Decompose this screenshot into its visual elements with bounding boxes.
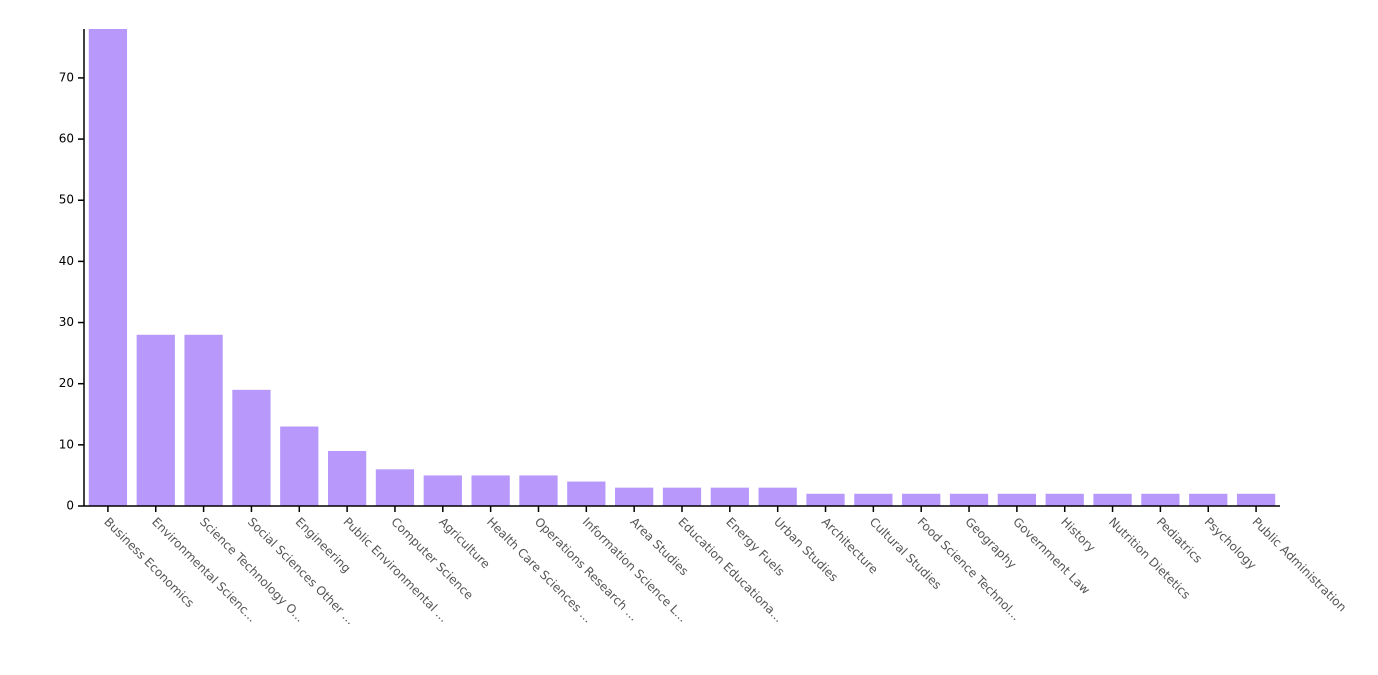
bar-4 bbox=[280, 426, 319, 506]
bar-5 bbox=[327, 450, 367, 506]
bar-19 bbox=[997, 493, 1037, 506]
bar-15 bbox=[806, 493, 845, 506]
bar-0 bbox=[88, 29, 128, 506]
bar-2 bbox=[184, 334, 223, 506]
bar-3 bbox=[232, 389, 271, 506]
y-tick-label: 40 bbox=[59, 254, 74, 268]
bar-24 bbox=[1236, 493, 1276, 506]
bar-20 bbox=[1045, 493, 1084, 506]
bar-21 bbox=[1093, 493, 1132, 506]
x-tick-label: History bbox=[1058, 515, 1098, 555]
y-tick-label: 0 bbox=[66, 499, 74, 513]
bar-23 bbox=[1189, 493, 1228, 506]
bars-group bbox=[88, 29, 1276, 506]
y-tick-label: 30 bbox=[59, 315, 74, 329]
x-tick-label: Nutrition Dietetics bbox=[1106, 515, 1193, 602]
bar-8 bbox=[471, 475, 510, 506]
bar-6 bbox=[375, 469, 415, 506]
bar-7 bbox=[423, 475, 462, 506]
y-tick-label: 70 bbox=[59, 70, 74, 84]
bar-16 bbox=[854, 493, 893, 506]
y-axis: 0 10 20 30 40 50 60 70 bbox=[59, 29, 85, 513]
y-tick-label: 60 bbox=[59, 132, 74, 146]
bar-10 bbox=[567, 481, 606, 506]
x-tick-label: Computer Science bbox=[388, 515, 476, 603]
y-tick-label: 50 bbox=[59, 193, 74, 207]
bar-11 bbox=[615, 487, 654, 506]
bar-22 bbox=[1141, 493, 1180, 506]
y-tick-label: 10 bbox=[59, 437, 74, 451]
bar-18 bbox=[949, 493, 989, 506]
x-tick-label: Public Administration bbox=[1249, 515, 1349, 615]
x-tick-label: Business Economics bbox=[101, 515, 197, 611]
x-tick-label: Pediatrics bbox=[1154, 515, 1205, 566]
bar-17 bbox=[902, 493, 941, 506]
bar-12 bbox=[662, 487, 702, 506]
bar-1 bbox=[136, 334, 175, 506]
bar-9 bbox=[519, 475, 558, 506]
bar-13 bbox=[710, 487, 749, 506]
bar-14 bbox=[758, 487, 797, 506]
y-tick-label: 20 bbox=[59, 376, 74, 390]
